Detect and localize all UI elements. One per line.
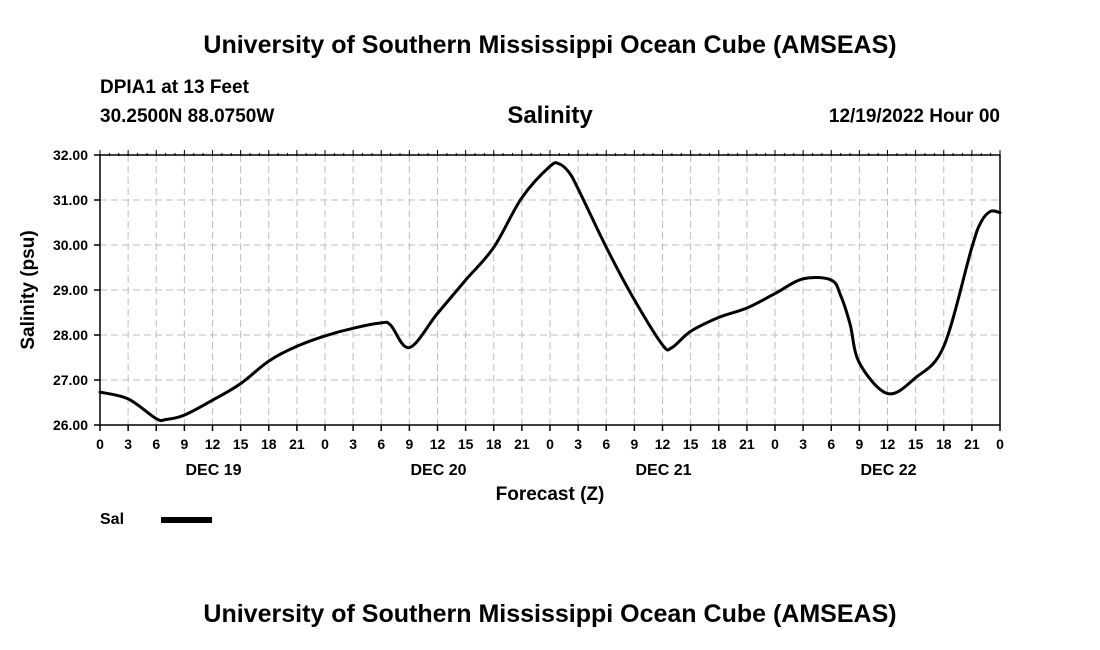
x-tick-label: 21 bbox=[514, 436, 530, 452]
label-layer: 26.00 27.00 28.00 29.00 30.00 31.00 32.00 0 3 6 9 1… bbox=[18, 147, 1004, 505]
x-tick-label: 9 bbox=[180, 436, 188, 452]
x-tick-label: 21 bbox=[739, 436, 755, 452]
x-tick-label: 9 bbox=[855, 436, 863, 452]
x-tick-label: 6 bbox=[152, 436, 160, 452]
day-label: DEC 21 bbox=[635, 462, 691, 479]
x-tick-label: 21 bbox=[964, 436, 980, 452]
series-line-sal bbox=[98, 161, 1002, 423]
x-tick-label: 18 bbox=[261, 436, 277, 452]
y-tick-label: 26.00 bbox=[53, 417, 88, 433]
x-tick-label: 6 bbox=[827, 436, 835, 452]
grid-layer bbox=[100, 155, 1000, 425]
day-label: DEC 19 bbox=[185, 462, 241, 479]
x-tick-label: 12 bbox=[880, 436, 896, 452]
x-tick-label: 0 bbox=[996, 436, 1004, 452]
x-tick-label: 15 bbox=[908, 436, 924, 452]
x-tick-label: 21 bbox=[289, 436, 305, 452]
x-tick-label: 12 bbox=[205, 436, 221, 452]
x-tick-label: 12 bbox=[655, 436, 671, 452]
x-tick-label: 6 bbox=[602, 436, 610, 452]
x-tick-label: 6 bbox=[377, 436, 385, 452]
page-title: University of Southern Mississippi Ocean… bbox=[203, 31, 897, 59]
x-tick-label: 3 bbox=[349, 436, 357, 452]
x-tick-label: 0 bbox=[546, 436, 554, 452]
plot-title: Salinity bbox=[507, 102, 593, 129]
x-tick-label: 0 bbox=[96, 436, 104, 452]
x-tick-label: 3 bbox=[574, 436, 582, 452]
x-tick-label: 18 bbox=[711, 436, 727, 452]
x-axis-label: Forecast (Z) bbox=[496, 484, 605, 505]
y-tick-label: 30.00 bbox=[53, 237, 88, 253]
y-axis-label: Salinity (psu) bbox=[18, 230, 39, 349]
x-tick-label: 18 bbox=[936, 436, 952, 452]
y-tick-label: 31.00 bbox=[53, 192, 88, 208]
tick-layer bbox=[94, 150, 1001, 431]
x-tick-label: 3 bbox=[799, 436, 807, 452]
forecast-datetime: 12/19/2022 Hour 00 bbox=[828, 106, 1000, 127]
x-tick-label: 9 bbox=[630, 436, 638, 452]
coordinates-label: 30.2500N 88.0750W bbox=[100, 106, 275, 127]
x-tick-label: 0 bbox=[321, 436, 329, 452]
x-tick-label: 15 bbox=[458, 436, 474, 452]
x-tick-label: 15 bbox=[233, 436, 249, 452]
legend: Sal bbox=[100, 511, 212, 528]
legend-label-sal: Sal bbox=[100, 511, 124, 528]
x-tick-label: 12 bbox=[430, 436, 446, 452]
day-label: DEC 20 bbox=[410, 462, 466, 479]
x-tick-label: 15 bbox=[683, 436, 699, 452]
y-tick-label: 28.00 bbox=[53, 327, 88, 343]
x-tick-label: 18 bbox=[486, 436, 502, 452]
y-tick-label: 32.00 bbox=[53, 147, 88, 163]
y-tick-label: 27.00 bbox=[53, 372, 88, 388]
station-label: DPIA1 at 13 Feet bbox=[100, 77, 249, 98]
footer-title: University of Southern Mississippi Ocean… bbox=[203, 600, 897, 628]
y-tick-label: 29.00 bbox=[53, 282, 88, 298]
x-tick-label: 9 bbox=[405, 436, 413, 452]
x-tick-label: 0 bbox=[771, 436, 779, 452]
day-label: DEC 22 bbox=[860, 462, 916, 479]
x-tick-label: 3 bbox=[124, 436, 132, 452]
